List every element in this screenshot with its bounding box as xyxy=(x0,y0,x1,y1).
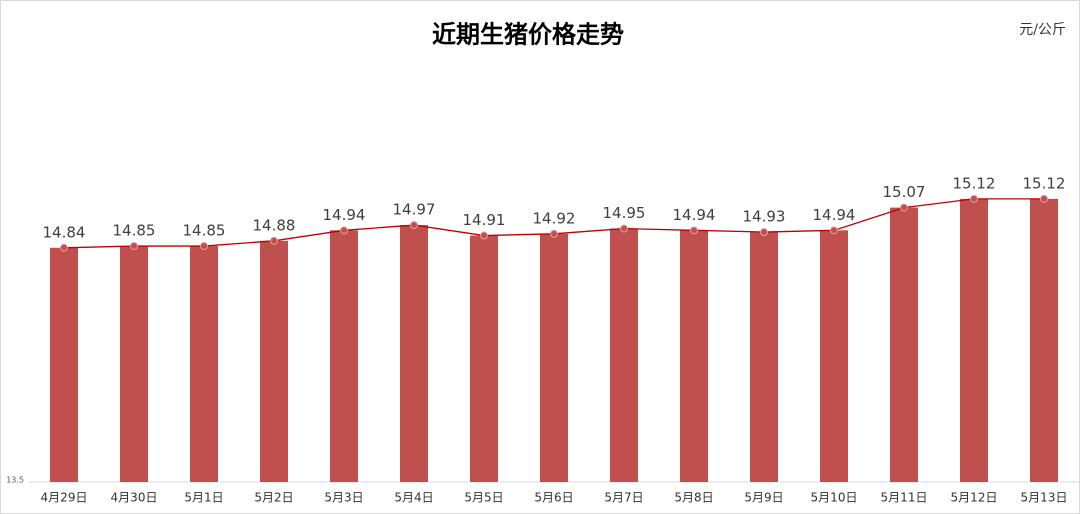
bar xyxy=(50,247,78,482)
x-tick-label: 4月29日 xyxy=(41,491,88,505)
value-label: 15.07 xyxy=(883,183,926,201)
x-tick-label: 5月6日 xyxy=(534,491,573,505)
value-label: 14.88 xyxy=(253,216,296,234)
value-label: 14.94 xyxy=(813,206,856,224)
price-dot xyxy=(410,221,418,230)
value-label: 14.92 xyxy=(533,209,576,227)
value-label: 14.93 xyxy=(743,208,786,226)
bar xyxy=(330,230,358,482)
value-label: 15.12 xyxy=(953,174,996,192)
price-dot xyxy=(480,231,488,240)
value-label: 15.12 xyxy=(1023,174,1066,192)
x-tick-label: 5月10日 xyxy=(811,491,858,505)
unit-label: 元/公斤 xyxy=(1019,22,1066,38)
price-dot xyxy=(200,242,208,251)
chart-title: 近期生猪价格走势 xyxy=(432,20,624,49)
value-label: 14.85 xyxy=(183,222,226,240)
price-dot xyxy=(60,243,68,252)
price-dot xyxy=(340,226,348,235)
bar xyxy=(190,246,218,482)
bar xyxy=(610,228,638,482)
bar xyxy=(680,230,708,482)
x-tick-label: 5月8日 xyxy=(674,491,713,505)
value-label: 14.85 xyxy=(113,222,156,240)
price-dot xyxy=(970,194,978,203)
x-tick-label: 5月1日 xyxy=(184,491,223,505)
x-tick-label: 5月7日 xyxy=(604,491,643,505)
price-dot xyxy=(1040,194,1048,203)
bar xyxy=(470,235,498,482)
x-tick-label: 5月5日 xyxy=(464,491,503,505)
bar xyxy=(1030,198,1058,482)
price-dot xyxy=(690,226,698,235)
bar xyxy=(120,246,148,482)
x-tick-label: 5月4日 xyxy=(394,491,433,505)
bar xyxy=(750,232,778,482)
price-dot xyxy=(130,242,138,251)
x-tick-label: 5月9日 xyxy=(744,491,783,505)
bar xyxy=(890,207,918,482)
price-dot xyxy=(830,226,838,235)
value-label: 14.95 xyxy=(603,204,646,222)
bar xyxy=(260,240,288,482)
x-tick-label: 5月3日 xyxy=(324,491,363,505)
value-label: 14.97 xyxy=(393,201,436,219)
bar xyxy=(540,233,568,482)
x-tick-label: 4月30日 xyxy=(111,491,158,505)
x-tick-label: 5月12日 xyxy=(951,491,998,505)
value-label: 14.94 xyxy=(673,206,716,224)
bar xyxy=(960,198,988,482)
bar xyxy=(820,230,848,482)
y-tick-label: 13.5 xyxy=(6,476,24,485)
value-label: 14.94 xyxy=(323,206,366,224)
value-label: 14.91 xyxy=(463,211,506,229)
price-dot xyxy=(270,236,278,245)
value-label: 14.84 xyxy=(43,223,86,241)
x-tick-label: 5月11日 xyxy=(881,491,928,505)
price-dot xyxy=(900,203,908,212)
x-tick-label: 5月2日 xyxy=(254,491,293,505)
price-dot xyxy=(550,229,558,238)
price-dot xyxy=(620,224,628,233)
x-tick-label: 5月13日 xyxy=(1021,491,1068,505)
bar xyxy=(400,225,428,482)
price-dot xyxy=(760,228,768,237)
